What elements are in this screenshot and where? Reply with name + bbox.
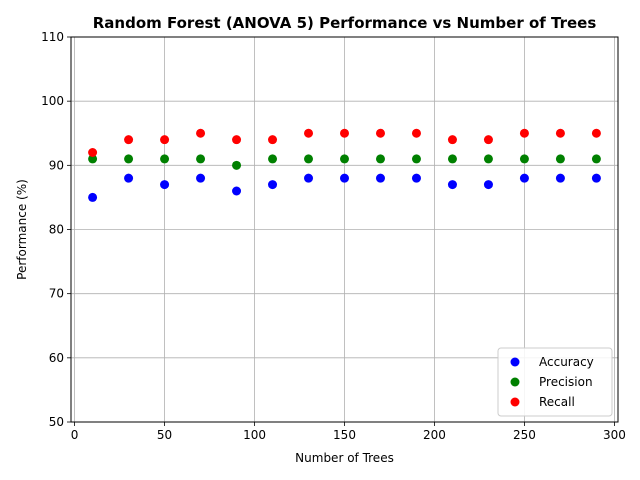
x-tick-label: 100 — [243, 428, 266, 442]
recall-point — [411, 128, 421, 138]
recall-point — [268, 135, 278, 145]
legend-marker-recall — [510, 397, 520, 407]
recall-point — [160, 135, 170, 145]
accuracy-point — [340, 173, 349, 183]
accuracy-point — [591, 173, 601, 183]
recall-point — [555, 128, 565, 138]
recall-point — [196, 128, 206, 138]
accuracy-point — [196, 173, 206, 183]
recall-point — [519, 128, 529, 138]
recall-point — [304, 128, 314, 138]
legend-label-recall: Recall — [539, 395, 575, 409]
recall-point — [447, 135, 457, 145]
data-points — [88, 128, 601, 202]
accuracy-point — [447, 180, 457, 190]
plot-frame — [70, 36, 619, 423]
x-tick-label: 0 — [71, 428, 79, 442]
accuracy-point — [411, 173, 421, 183]
precision-point — [483, 154, 493, 164]
accuracy-point — [375, 173, 385, 183]
accuracy-point — [160, 180, 170, 190]
x-axis-label: Number of Trees — [295, 451, 394, 465]
legend-label-precision: Precision — [539, 375, 593, 389]
precision-point — [411, 154, 421, 164]
recall-point — [88, 148, 98, 157]
precision-point — [196, 154, 206, 164]
y-tick-label: 100 — [41, 94, 64, 108]
x-tick-label: 250 — [513, 428, 536, 442]
legend-label-accuracy: Accuracy — [539, 355, 594, 369]
axis-ticks: 0 50 100 150 200 250 300 50 60 70 80 90 100 110 — [41, 30, 626, 442]
precision-point — [232, 160, 242, 170]
chart-title: Random Forest (ANOVA 5) Performance vs N… — [93, 14, 597, 32]
legend-marker-accuracy — [510, 357, 520, 367]
accuracy-point — [483, 180, 493, 190]
accuracy-point — [555, 173, 565, 183]
y-tick-label: 80 — [49, 223, 64, 237]
recall-point — [340, 128, 349, 138]
x-tick-label: 300 — [603, 428, 626, 442]
accuracy-point — [268, 180, 278, 190]
y-tick-label: 60 — [49, 351, 64, 365]
x-tick-label: 50 — [157, 428, 172, 442]
accuracy-point — [232, 186, 242, 196]
precision-point — [124, 154, 134, 164]
y-tick-label: 50 — [49, 415, 64, 429]
x-tick-label: 200 — [423, 428, 446, 442]
recall-point — [124, 135, 134, 145]
precision-point — [555, 154, 565, 164]
legend-box — [497, 347, 613, 417]
precision-point — [519, 154, 529, 164]
recall-point — [375, 128, 385, 138]
precision-point — [88, 154, 98, 164]
precision-point — [375, 154, 385, 164]
accuracy-point — [519, 173, 529, 183]
precision-point — [447, 154, 457, 164]
recall-point — [591, 128, 601, 138]
recall-point — [232, 135, 242, 145]
y-tick-label: 110 — [41, 30, 64, 44]
legend: Accuracy Precision Recall — [497, 347, 613, 417]
precision-point — [160, 154, 170, 164]
accuracy-point — [304, 173, 314, 183]
recall-point — [483, 135, 493, 145]
x-tick-label: 150 — [333, 428, 356, 442]
y-tick-label: 90 — [49, 158, 64, 172]
precision-point — [304, 154, 314, 164]
y-tick-label: 70 — [49, 287, 64, 301]
accuracy-point — [124, 173, 134, 183]
precision-point — [268, 154, 278, 164]
accuracy-point — [88, 192, 98, 202]
legend-marker-precision — [510, 377, 520, 387]
precision-point — [340, 154, 349, 164]
precision-point — [591, 154, 601, 164]
y-axis-label: Performance (%) — [15, 179, 29, 280]
